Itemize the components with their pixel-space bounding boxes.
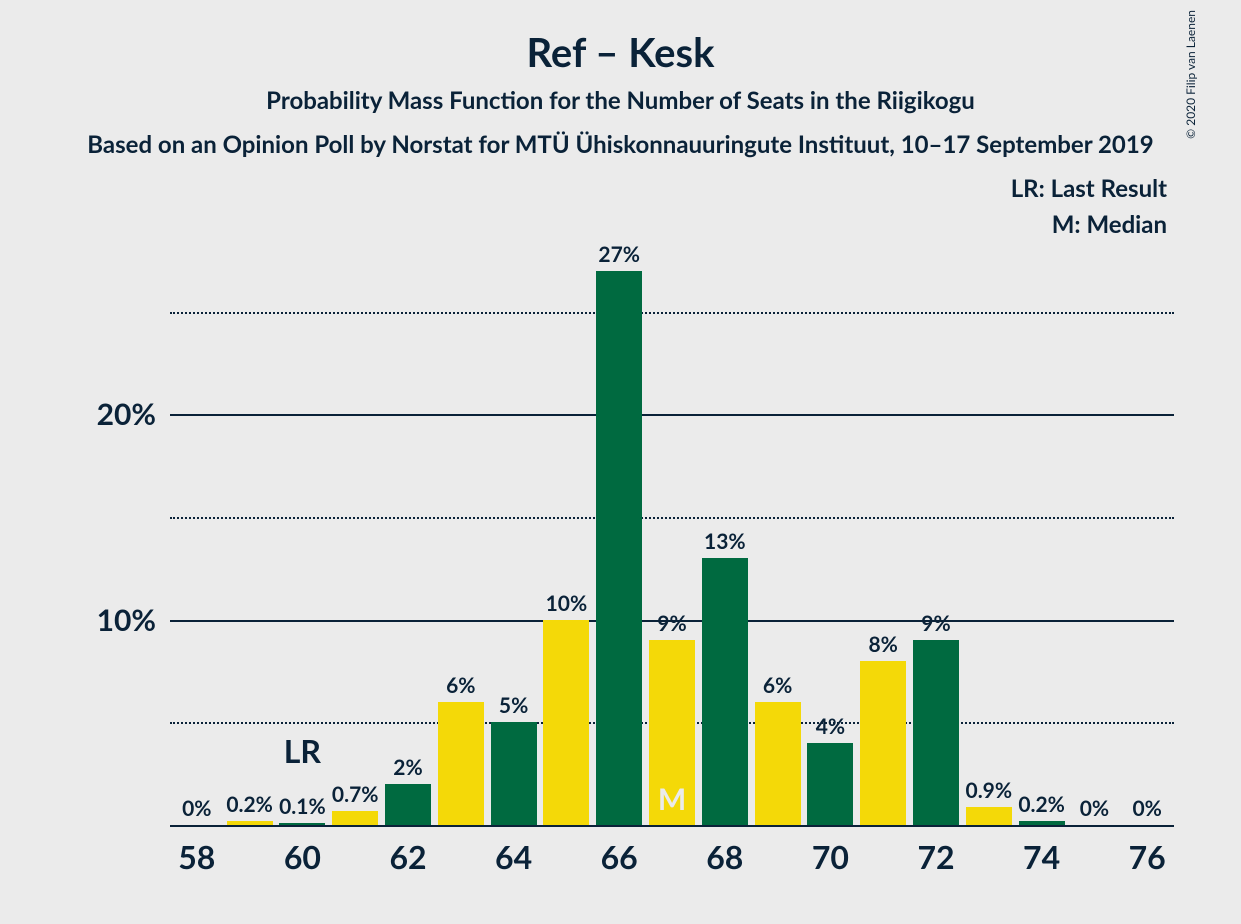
median-marker: M	[658, 781, 686, 817]
x-axis-tick: 66	[601, 825, 638, 876]
bar-value-label: 0.2%	[1018, 792, 1065, 821]
x-axis-tick: 76	[1129, 825, 1166, 876]
bar-value-label: 0%	[1080, 796, 1109, 825]
bar: 2%	[385, 784, 431, 825]
y-axis-label: 10%	[97, 602, 170, 638]
bar-value-label: 0.9%	[966, 778, 1013, 807]
bar: 6%	[438, 702, 484, 825]
legend-median: M: Median	[1052, 210, 1167, 239]
chart-stage: Ref – Kesk Probability Mass Function for…	[50, 0, 1191, 924]
x-axis-tick: 72	[917, 825, 954, 876]
gridline-dotted	[170, 517, 1174, 519]
legend-lr: LR: Last Result	[1011, 174, 1167, 203]
copyright-text: © 2020 Filip van Laenen	[1183, 10, 1198, 139]
bar: 5%	[491, 722, 537, 825]
bar: 10%	[543, 620, 589, 825]
bar-value-label: 27%	[598, 242, 640, 271]
x-axis-tick: 62	[389, 825, 426, 876]
bar-value-label: 0%	[182, 796, 211, 825]
bar: 9%M	[649, 640, 695, 825]
bar-value-label: 2%	[393, 755, 422, 784]
bar: 0.7%	[332, 811, 378, 825]
bar: 8%	[860, 661, 906, 825]
bar-value-label: 9%	[921, 611, 950, 640]
bar-value-label: 10%	[546, 591, 588, 620]
last-result-marker: LR	[284, 731, 321, 770]
plot-area: 10%20%0%0.2%0.1%0.7%2%6%5%10%27%9%M13%6%…	[170, 250, 1174, 825]
bar-value-label: 6%	[763, 673, 792, 702]
bar-value-label: 0.2%	[226, 792, 273, 821]
bar-value-label: 0.1%	[279, 794, 326, 823]
bar-value-label: 5%	[499, 693, 528, 722]
gridline-dotted	[170, 312, 1174, 314]
bar: 6%	[755, 702, 801, 825]
bar-value-label: 13%	[704, 529, 746, 558]
x-axis-tick: 70	[812, 825, 849, 876]
bar: 0.9%	[966, 807, 1012, 825]
bar: 9%	[913, 640, 959, 825]
gridline-solid	[170, 414, 1174, 416]
bar-value-label: 6%	[446, 673, 475, 702]
chart-subtitle: Probability Mass Function for the Number…	[50, 86, 1191, 115]
bar: 4%	[807, 743, 853, 825]
bar: 27%	[596, 271, 642, 825]
bar-value-label: 8%	[868, 632, 897, 661]
bar-value-label: 9%	[657, 611, 686, 640]
y-axis-label: 20%	[97, 396, 170, 432]
x-axis-tick: 58	[178, 825, 215, 876]
x-axis-tick: 60	[284, 825, 321, 876]
x-axis-tick: 64	[495, 825, 532, 876]
bar-value-label: 0%	[1132, 796, 1161, 825]
bar-value-label: 0.7%	[332, 782, 379, 811]
x-axis-tick: 68	[706, 825, 743, 876]
chart-title: Ref – Kesk	[50, 28, 1191, 76]
bar-value-label: 4%	[816, 714, 845, 743]
bar: 13%	[702, 558, 748, 825]
chart-source: Based on an Opinion Poll by Norstat for …	[50, 130, 1191, 159]
x-axis-tick: 74	[1023, 825, 1060, 876]
